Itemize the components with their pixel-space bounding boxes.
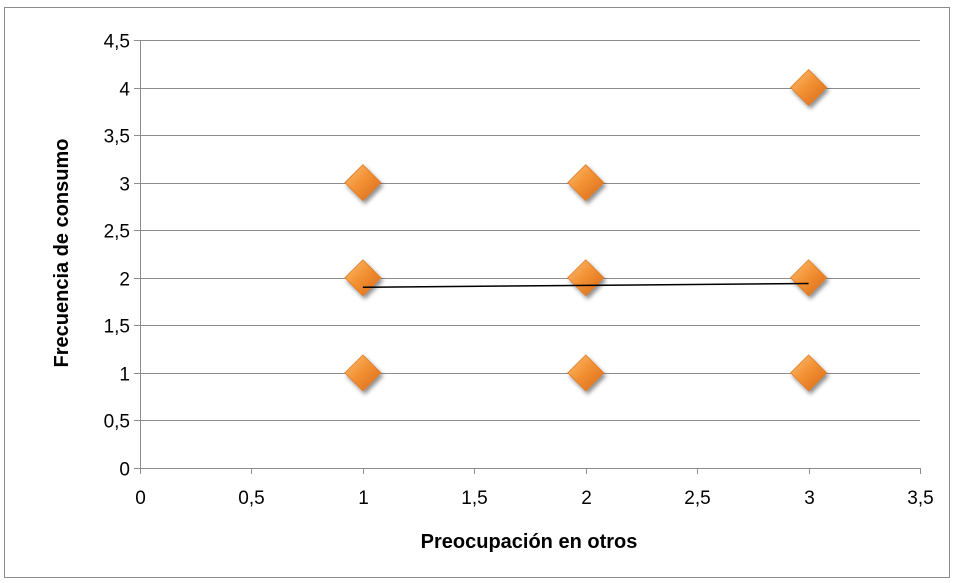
y-tick-label-9: 4,5: [104, 32, 130, 53]
data-point-0-2: [344, 354, 382, 392]
data-point-0-7: [790, 259, 828, 297]
y-tick-label-6: 3: [119, 175, 130, 196]
y-tick-label-7: 3,5: [104, 127, 130, 148]
y-tick-label-4: 2: [119, 270, 130, 291]
x-tick-label-4: 2: [581, 488, 592, 509]
tick-labels: 0 0,5 1 1,5 2 2,5 3 3,5 4 4,5 0 0,5 1 1,5 2 2,5 3 3,5: [104, 32, 934, 510]
y-axis-title: Frecuencia de consumo: [51, 139, 73, 368]
data-points: [344, 68, 828, 392]
y-tick-label-0: 0: [119, 460, 130, 481]
data-point-0-8: [790, 354, 828, 392]
axes: [134, 40, 921, 474]
y-tick-label-8: 4: [119, 80, 130, 101]
data-point-0-0: [344, 164, 382, 202]
x-axis-title: Preocupación en otros: [421, 531, 638, 553]
x-tick-label-3: 1,5: [461, 488, 487, 509]
x-tick-label-1: 0,5: [238, 488, 264, 509]
x-tick-label-2: 1: [358, 488, 369, 509]
y-tick-label-2: 1: [119, 365, 130, 386]
data-point-0-4: [567, 259, 605, 297]
trendline: [362, 282, 809, 289]
y-tick-label-1: 0,5: [104, 412, 130, 433]
y-tick-label-5: 2,5: [104, 222, 130, 243]
x-tick-label-5: 2,5: [684, 488, 710, 509]
x-tick-label-0: 0: [135, 488, 146, 509]
grid-lines: [140, 40, 920, 421]
data-point-0-6: [790, 68, 828, 107]
data-point-0-3: [567, 164, 605, 202]
x-tick-label-6: 3: [804, 488, 815, 509]
x-tick-label-7: 3,5: [907, 488, 933, 509]
chart-frame: [4, 7, 950, 578]
y-tick-label-3: 1,5: [104, 317, 130, 338]
data-point-0-5: [567, 354, 605, 392]
